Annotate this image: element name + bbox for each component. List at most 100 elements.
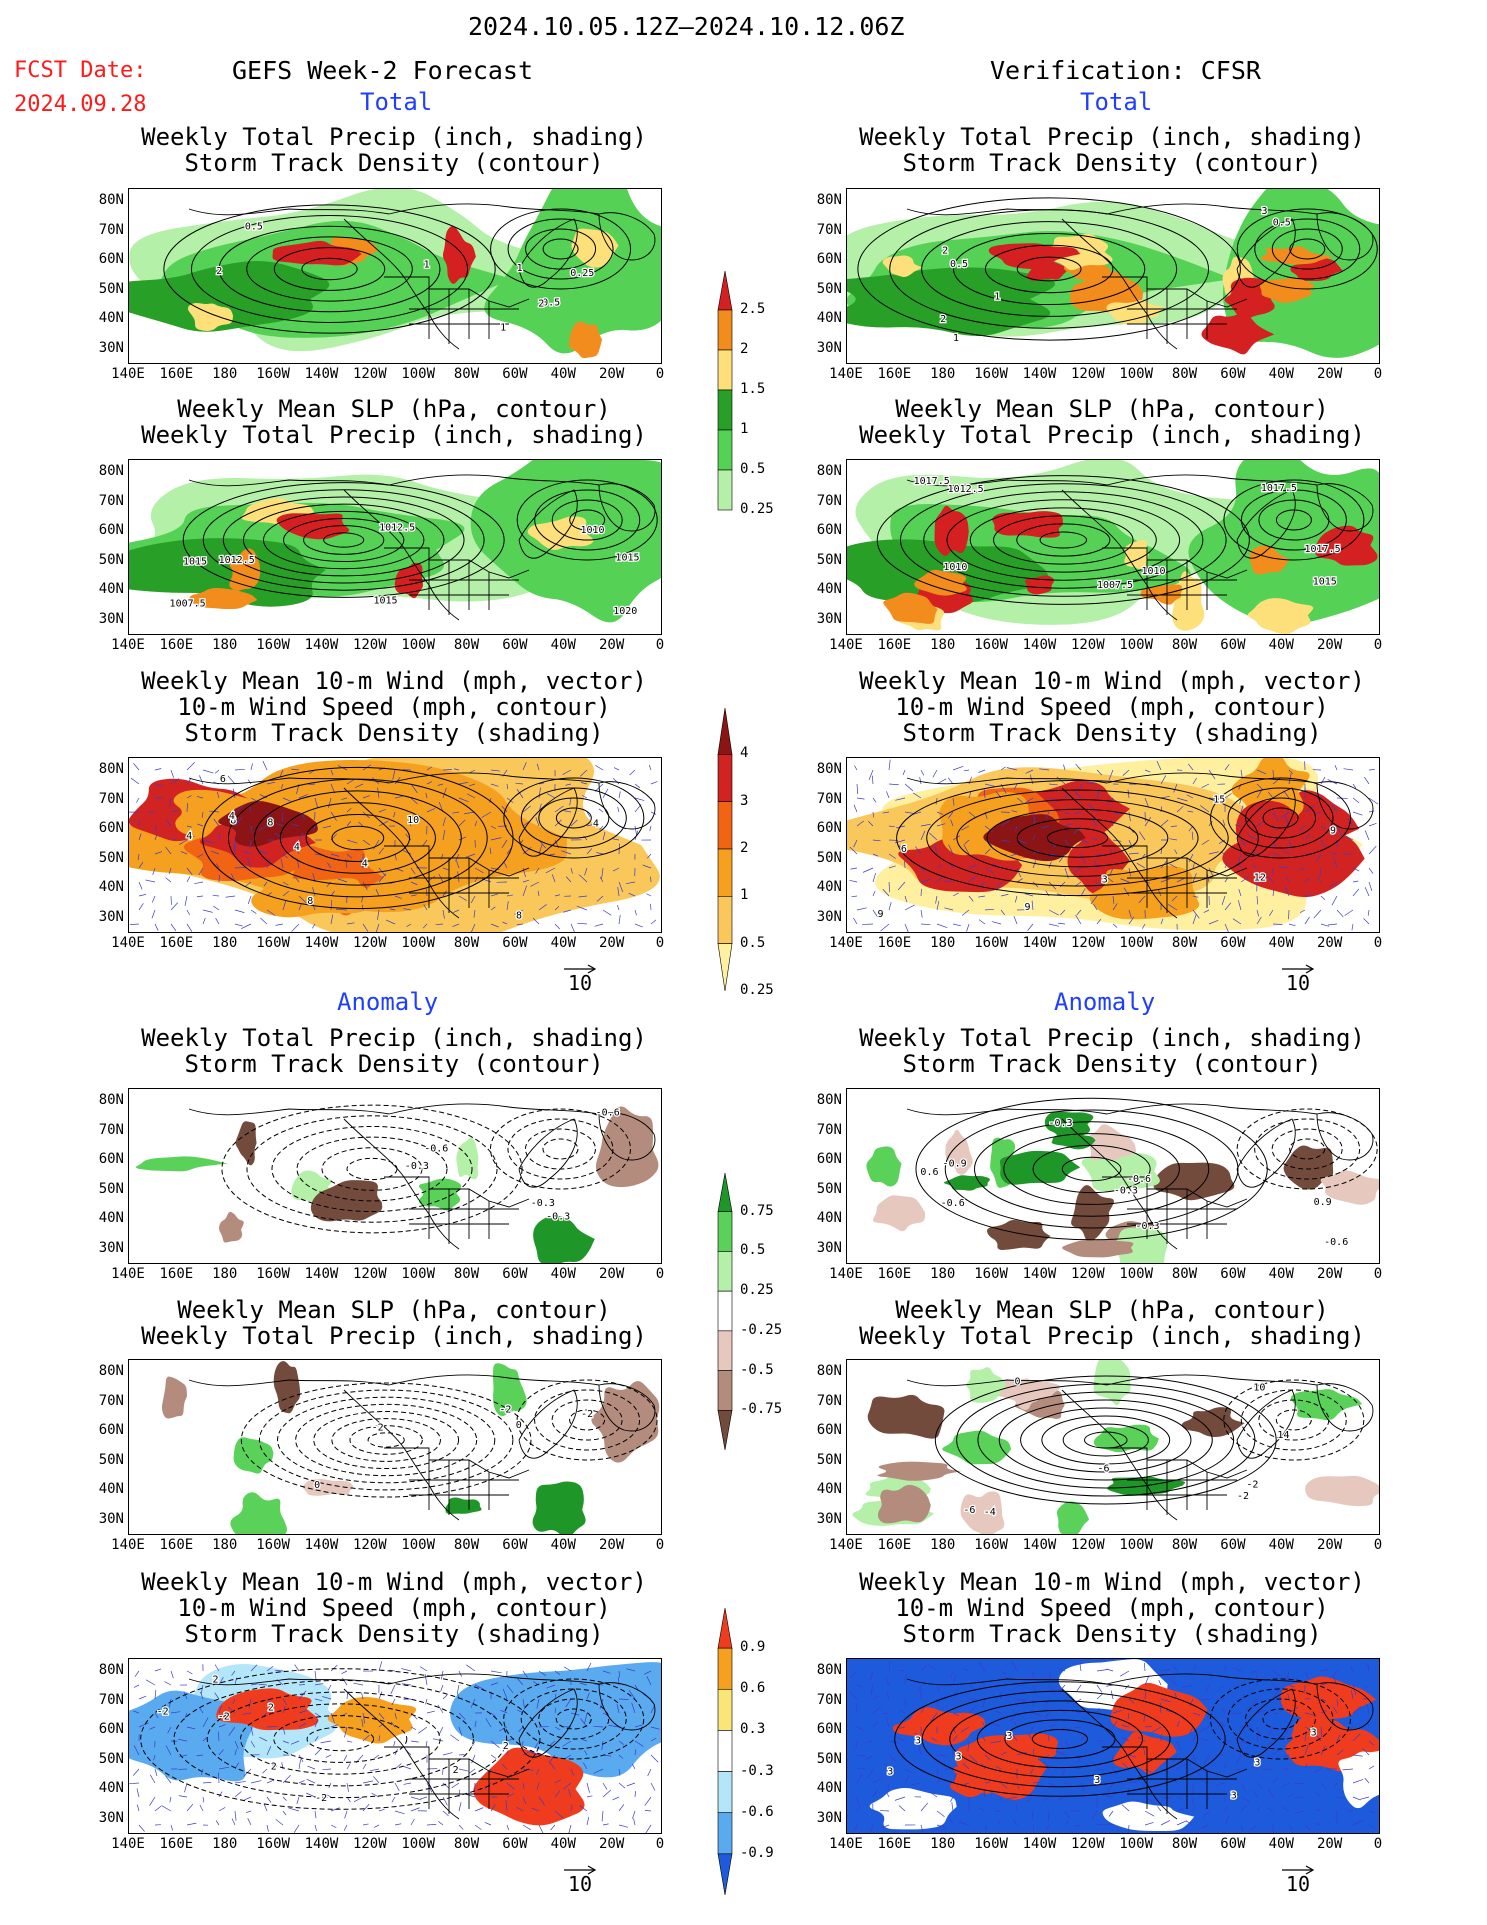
colorbar-swatch (717, 389, 733, 431)
wind-vector (1364, 1777, 1370, 1784)
wind-vector (200, 1691, 204, 1700)
contour-label: 0.5 (542, 297, 560, 308)
lon-label: 180 (930, 935, 956, 951)
lon-label: 80W (1171, 1836, 1198, 1852)
wind-vector (499, 1726, 508, 1732)
wind-vector (312, 825, 316, 832)
wind-vector (1344, 834, 1354, 841)
wind-vector (506, 1824, 510, 1831)
precip-region (847, 539, 1050, 604)
coastline (518, 218, 578, 288)
wind-vector (904, 923, 909, 932)
coastline (1106, 1374, 1318, 1386)
wind-vector (1106, 1668, 1114, 1672)
wind-vector (1234, 1684, 1242, 1689)
wind-vector (936, 811, 944, 815)
wind-vector (458, 895, 467, 901)
wind-vector (904, 783, 914, 792)
wind-vector (202, 1737, 208, 1742)
wind-vector (936, 1754, 947, 1757)
contour-label: 1010 (581, 525, 605, 536)
contour-line (520, 1688, 627, 1750)
contour-line (1046, 827, 1109, 849)
wind-vector (1267, 1740, 1274, 1746)
wind-vector (1024, 893, 1034, 897)
precip-anomaly-region (966, 1367, 1007, 1403)
storm-anomaly-region (450, 1662, 661, 1778)
wind-vector (634, 909, 637, 916)
wind-vector (1200, 1738, 1210, 1742)
wind-vector (330, 1712, 335, 1723)
wind-vector (952, 1735, 958, 1742)
lon-label: 120W (352, 366, 387, 382)
wind-vector (330, 853, 340, 857)
contour-label: 1007.5 (1097, 580, 1133, 591)
wind-vector (888, 1740, 899, 1744)
wind-vector (1172, 1665, 1178, 1672)
contour-line (1083, 1431, 1128, 1449)
wind-vector (978, 769, 986, 773)
gefs-total-slp-map: 1015 1012.5 1010 1012.5 1007.5 1020 1015 1015 (128, 459, 662, 635)
wind-vector (612, 1796, 620, 1801)
wind-vector (618, 1754, 624, 1759)
wind-vector (1192, 1805, 1196, 1812)
contour-label: 4 (362, 858, 368, 869)
wind-vector (1080, 1733, 1087, 1742)
coastline (1316, 781, 1374, 830)
wind-vector (1320, 825, 1326, 830)
wind-vector (1253, 1754, 1258, 1760)
contour-line (346, 1157, 398, 1181)
wind-vector (184, 1782, 188, 1793)
precip-anomaly-region (1305, 1475, 1379, 1507)
wind-vector (1288, 769, 1293, 775)
wind-vector (1352, 1684, 1357, 1696)
wind-vector (1262, 1768, 1274, 1770)
lon-label: 100W (1119, 1266, 1154, 1282)
wind-vector (1272, 1749, 1280, 1756)
contour-line (206, 1691, 474, 1787)
wind-vector (578, 895, 588, 898)
cfsr-anom-precip-map: -0.3 -0.9 -0.6 -0.3 -0.6 0.6 -0.3 -0.6 0.9 (846, 1088, 1380, 1264)
wind-vector (920, 923, 931, 926)
lon-label: 140W (1022, 366, 1057, 382)
wind-vector (194, 881, 204, 885)
wind-vector (362, 1823, 369, 1826)
wind-vector (554, 1693, 557, 1700)
wind-vector (595, 765, 604, 771)
wind-vector (442, 909, 445, 919)
wind-vector (490, 1682, 498, 1686)
wind-vector (200, 1684, 204, 1694)
wind-vector (1205, 1684, 1210, 1692)
wind-vector (426, 766, 433, 771)
wind-vector (242, 851, 252, 855)
contour-line (271, 1125, 473, 1213)
colorbar-swatch (717, 1172, 733, 1213)
wind-vector (1352, 888, 1360, 897)
wind-vector (490, 837, 502, 841)
wind-vector (1170, 825, 1178, 827)
wind-vector (995, 1766, 1002, 1770)
wind-vector (596, 895, 604, 902)
wind-vector (312, 923, 316, 929)
wind-vector (1074, 811, 1082, 815)
contour-line (1244, 1698, 1316, 1740)
panel-title-line: Weekly Total Precip (inch, shading) (859, 123, 1365, 151)
colorbar-label: -0.9 (740, 1844, 774, 1861)
lat-label: 60N (816, 1422, 842, 1438)
contour-line (921, 221, 1178, 317)
wind-vector (629, 769, 636, 776)
lon-label: 160W (256, 1537, 290, 1553)
wind-vector (282, 1698, 288, 1705)
wind-vector (888, 825, 895, 828)
wind-vector (274, 832, 284, 841)
wind-vector (361, 1692, 364, 1700)
wind-vector (1024, 797, 1034, 804)
precip-anomaly-region (945, 1129, 973, 1175)
lat-label: 40N (816, 879, 842, 895)
wind-vector (275, 1819, 284, 1826)
wind-vector (625, 881, 636, 885)
wind-vector (950, 819, 954, 827)
contour-line (516, 1379, 658, 1461)
wind-vector (1122, 1762, 1130, 1770)
lat-label: 60N (98, 522, 124, 538)
